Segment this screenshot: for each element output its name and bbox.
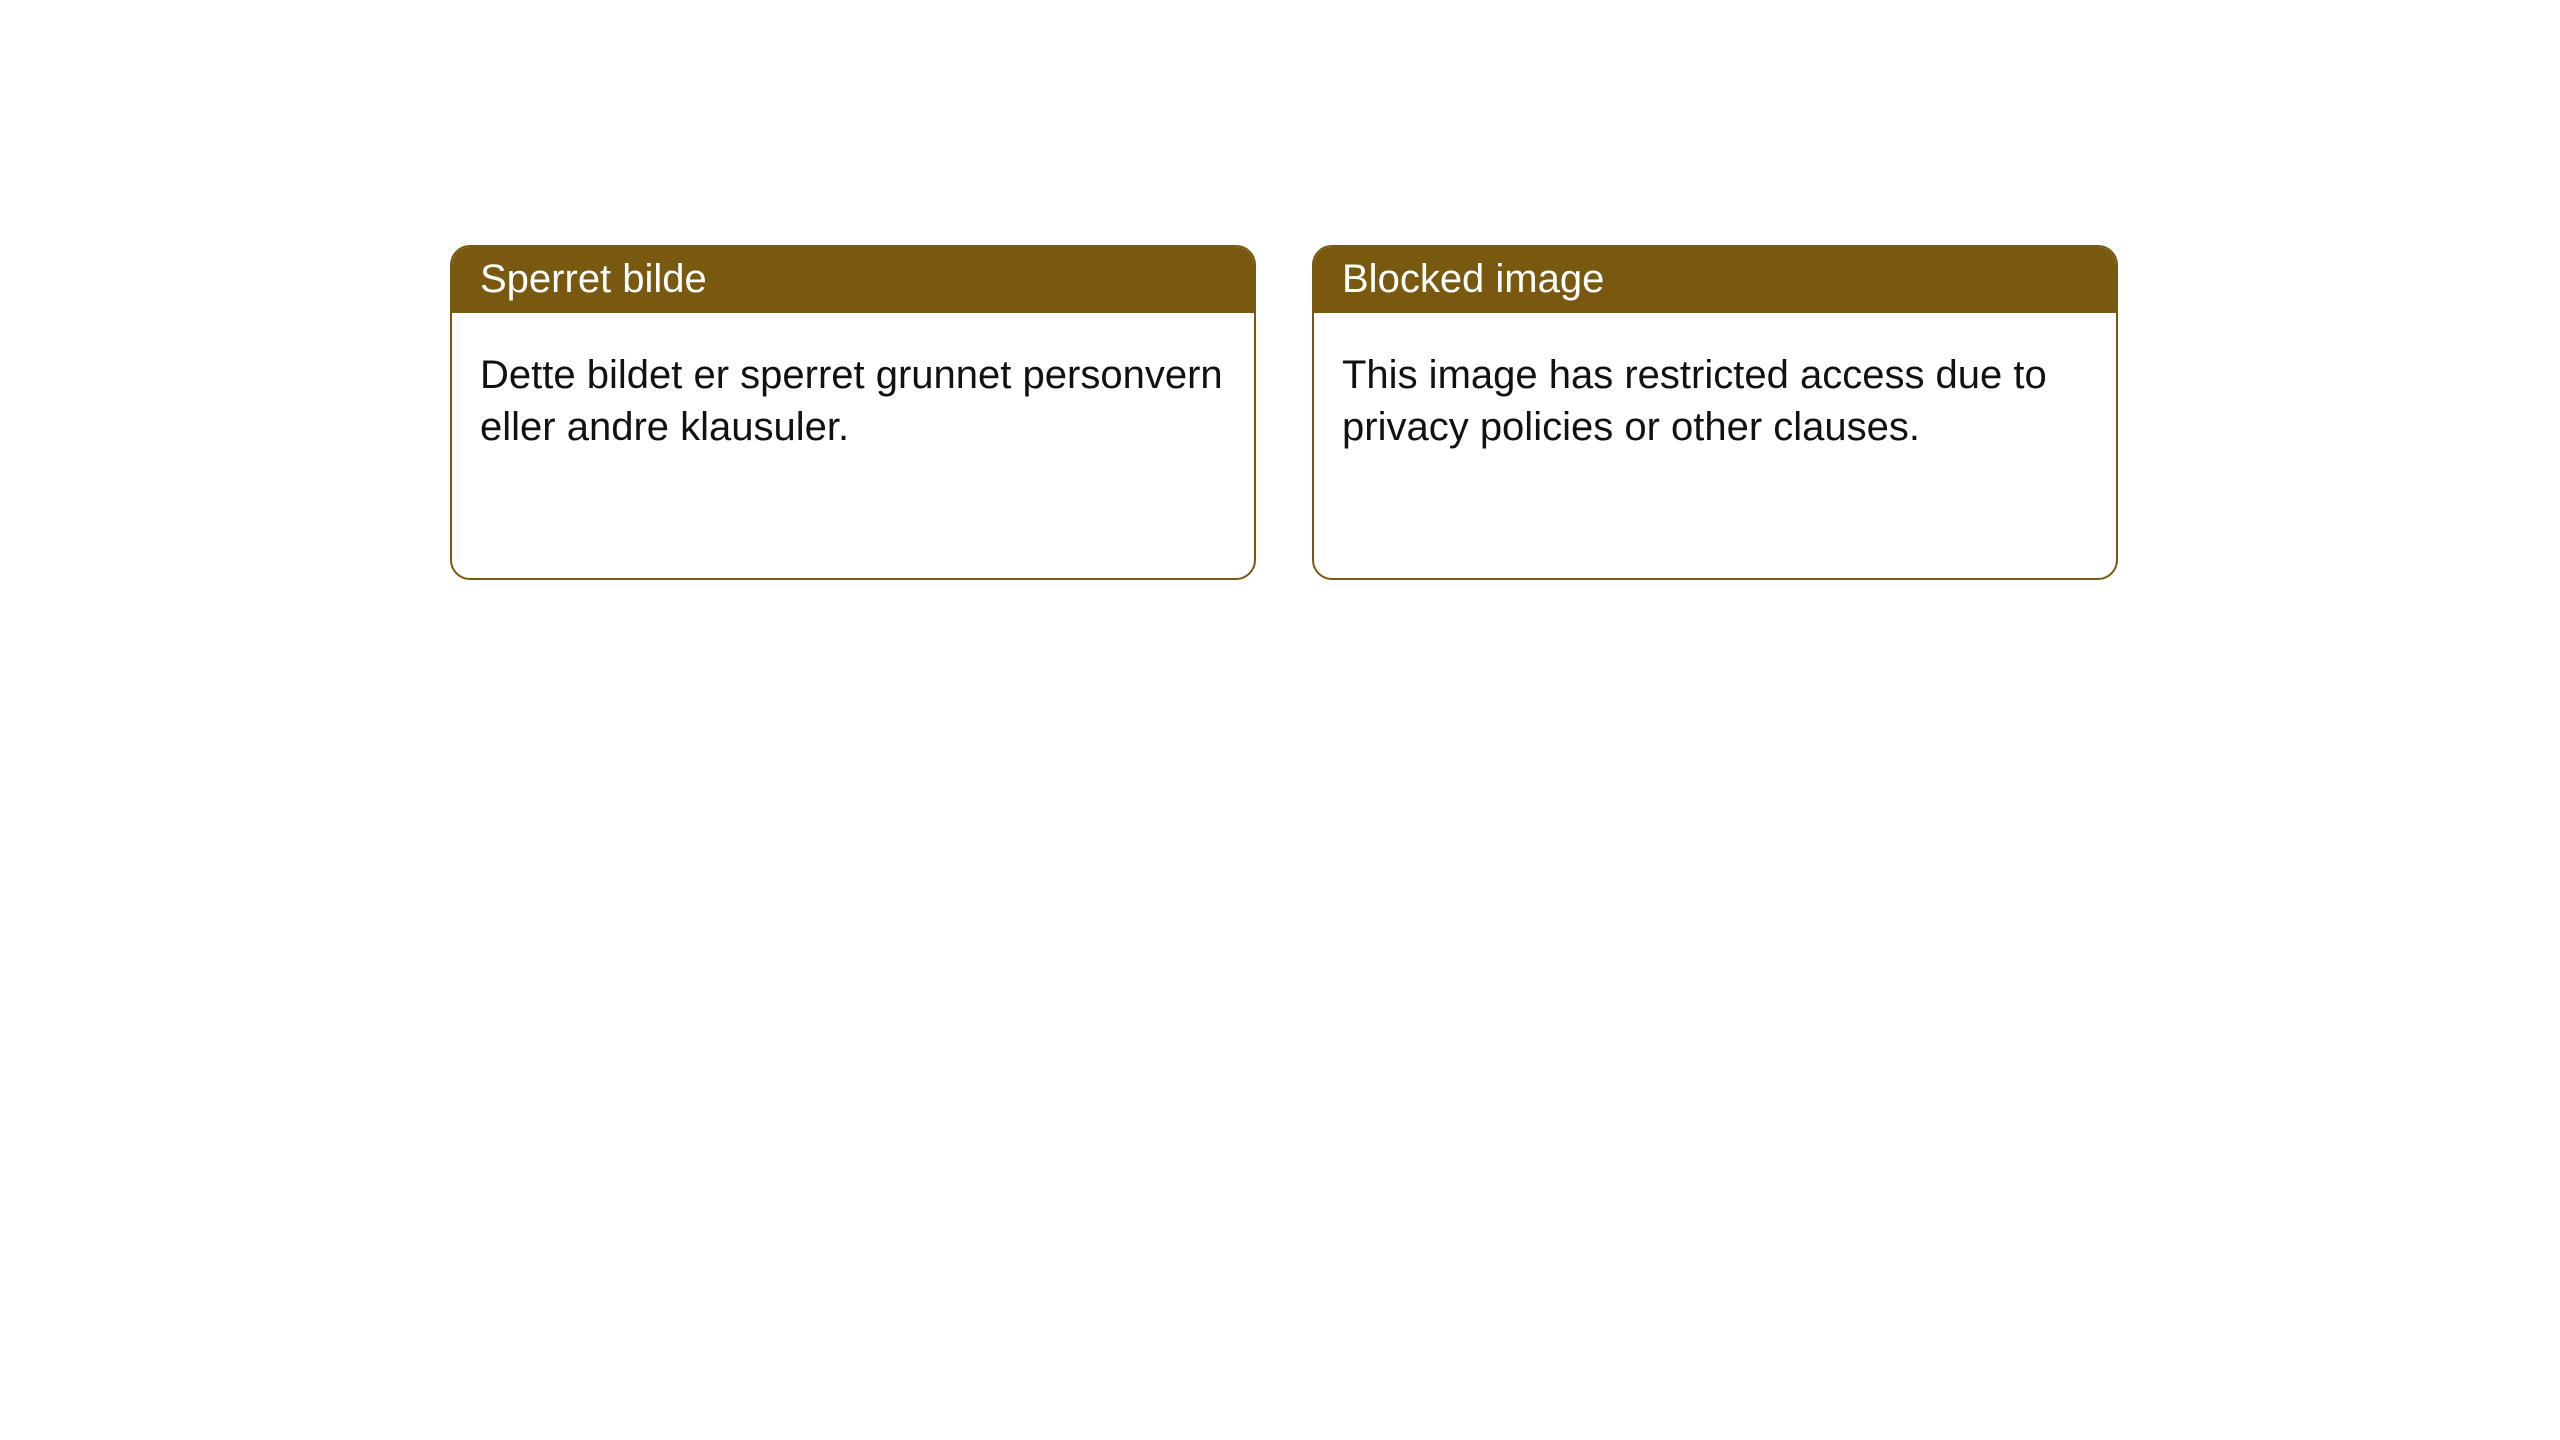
card-header-english: Blocked image xyxy=(1314,247,2116,313)
notice-container: Sperret bilde Dette bildet er sperret gr… xyxy=(0,0,2560,580)
card-header-norwegian: Sperret bilde xyxy=(452,247,1254,313)
card-body-english: This image has restricted access due to … xyxy=(1314,313,2116,489)
card-body-norwegian: Dette bildet er sperret grunnet personve… xyxy=(452,313,1254,489)
blocked-image-card-norwegian: Sperret bilde Dette bildet er sperret gr… xyxy=(450,245,1256,580)
blocked-image-card-english: Blocked image This image has restricted … xyxy=(1312,245,2118,580)
